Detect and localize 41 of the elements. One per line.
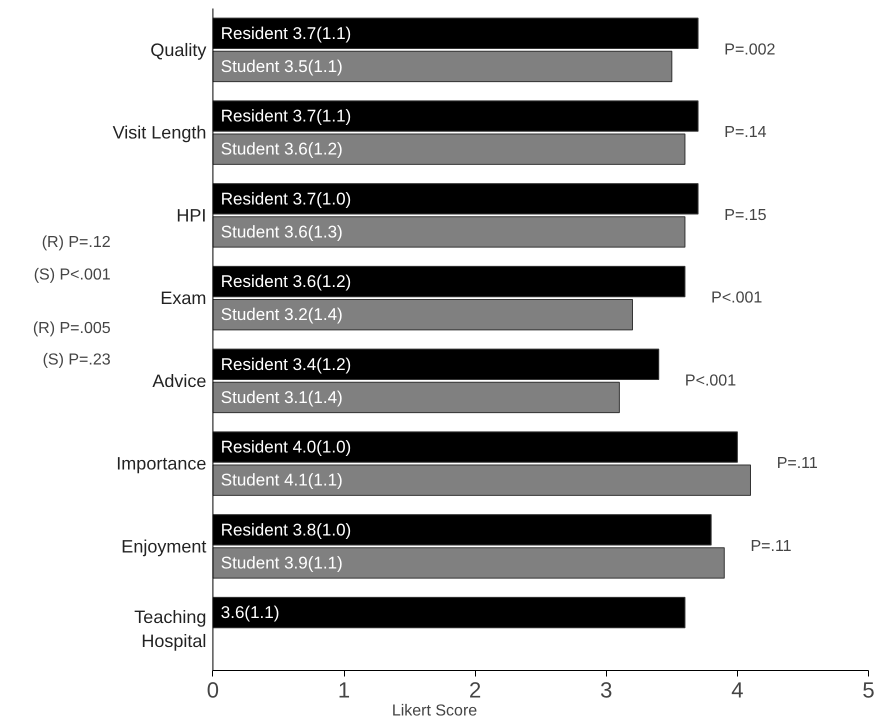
y-tick-label: Advice: [152, 370, 206, 391]
y-tick-label: Quality: [150, 40, 206, 60]
data-label: Resident 3.6(1.2): [220, 272, 352, 292]
data-label: Resident 3.7(1.0): [220, 189, 352, 208]
data-label: Resident 4.0(1.0): [220, 438, 352, 457]
x-tick-label: 2: [469, 678, 482, 702]
text: (S) P=.23: [42, 352, 111, 369]
data-label: Resident 3.8(1.0): [220, 520, 352, 540]
y-tick-label: HPI: [176, 205, 206, 226]
annotation: P=.15: [724, 206, 767, 224]
annotation: P=.11: [750, 538, 792, 555]
data-label: Student 3.6(1.3): [220, 222, 343, 242]
data-label: Resident 3.4(1.2): [220, 354, 352, 374]
annotation: P=.14: [724, 124, 767, 142]
annotation: P<.001: [711, 290, 762, 307]
x-tick-label: 0: [206, 678, 220, 702]
x-tick-label: 1: [338, 678, 350, 702]
y-tick-label: Visit Length: [112, 122, 206, 143]
annotation: P<.001: [684, 372, 736, 390]
data-label: Student 3.2(1.4): [220, 305, 343, 324]
data-label: Student 4.1(1.1): [220, 470, 343, 490]
data-label: Resident 3.7(1.1): [220, 24, 352, 43]
y-tick-label: Enjoyment: [121, 536, 206, 556]
data-label: Resident 3.7(1.1): [220, 106, 352, 126]
data-label: Student 3.5(1.1): [220, 56, 343, 76]
x-tick-label: 5: [862, 678, 875, 702]
text: (R) P=.12: [42, 234, 111, 252]
data-label: Student 3.1(1.4): [220, 388, 343, 407]
x-tick-label: 4: [731, 678, 744, 702]
text: (R) P=.005: [32, 320, 111, 338]
x-tick-label: 3: [600, 678, 612, 702]
data-label: 3.6(1.1): [220, 603, 280, 622]
text: (S) P<.001: [34, 266, 111, 284]
data-label: Student 3.6(1.2): [220, 140, 343, 159]
annotation: P=.002: [724, 41, 776, 58]
y-tick-label: Teaching Hospital: [134, 607, 206, 652]
annotation: P=.11: [776, 455, 818, 472]
y-tick-label: Exam: [160, 288, 206, 308]
y-tick-label: Importance: [116, 454, 206, 474]
data-label: Student 3.9(1.1): [220, 553, 343, 572]
x-axis-title: Likert Score: [392, 702, 478, 720]
